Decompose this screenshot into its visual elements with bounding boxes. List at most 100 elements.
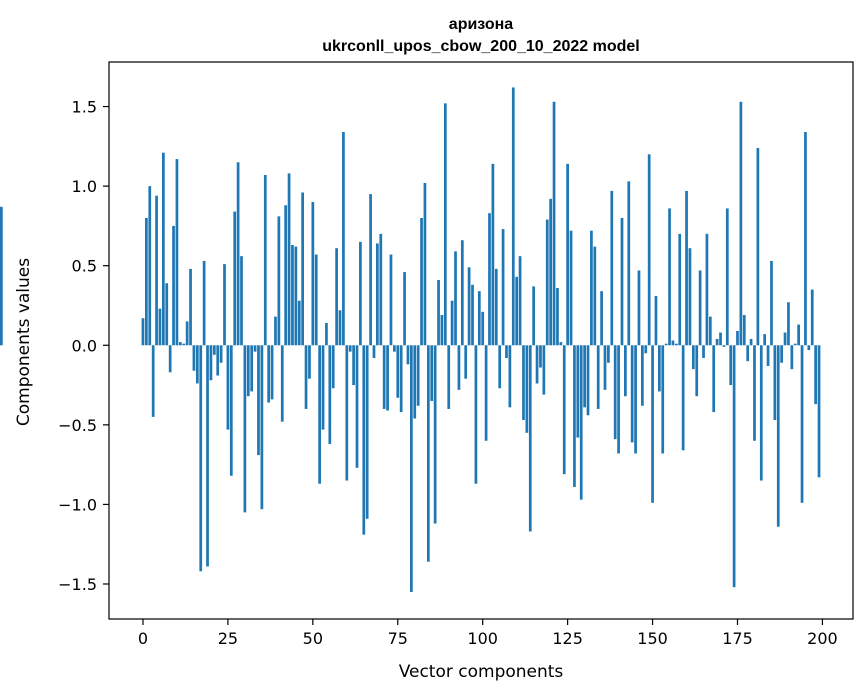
bar: [600, 291, 603, 346]
bar: [287, 173, 291, 346]
bar: [284, 205, 288, 346]
bar: [739, 101, 743, 346]
bar: [369, 194, 372, 346]
y-tick-label: −1.5: [58, 575, 97, 594]
bar: [702, 345, 705, 358]
y-tick-label: −0.5: [58, 416, 97, 435]
bar: [610, 190, 614, 346]
bar: [814, 345, 817, 405]
bar: [246, 345, 250, 397]
bar: [603, 345, 607, 390]
bar: [539, 345, 542, 368]
bar: [413, 345, 417, 419]
bar: [800, 345, 804, 503]
bar: [678, 233, 682, 346]
bar: [192, 345, 196, 371]
bar: [804, 132, 807, 346]
bar: [654, 295, 658, 346]
bar: [447, 345, 451, 409]
bar: [308, 345, 311, 379]
bar: [253, 345, 257, 352]
plot-frame: [108, 61, 854, 620]
bar: [260, 345, 264, 510]
x-axis-ticks: 0 25 50 75 100 125 150 175 200: [138, 619, 838, 648]
bar: [545, 219, 549, 346]
bar: [396, 345, 400, 398]
bar: [393, 345, 396, 352]
bar: [321, 345, 325, 430]
bar: [780, 345, 784, 363]
bar: [386, 345, 389, 411]
bar: [695, 345, 699, 397]
bar: [542, 345, 546, 395]
bar: [746, 345, 750, 362]
bar: [787, 302, 790, 346]
bar: [552, 101, 556, 346]
bar: [443, 103, 447, 346]
bar: [501, 229, 505, 346]
bar: [460, 240, 464, 346]
bar: [151, 345, 155, 417]
bar: [206, 345, 209, 567]
bar: [522, 345, 525, 421]
bar: [770, 260, 773, 346]
bar: [325, 322, 328, 346]
bar: [294, 246, 298, 346]
bar: [712, 345, 716, 413]
bar: [406, 345, 410, 365]
bar: [528, 345, 532, 532]
chart-title: аризона: [449, 16, 514, 33]
bar: [579, 345, 583, 500]
bar: [719, 332, 722, 346]
bar: [783, 332, 787, 346]
bar: [165, 283, 169, 346]
bar: [511, 87, 515, 346]
y-axis-ticks: −1.5 −1.0 −0.5 0.0 0.5 1.0 1.5: [58, 98, 109, 594]
bar: [725, 208, 729, 346]
bar: [474, 345, 478, 484]
bar: [467, 267, 471, 346]
bar: [715, 338, 719, 346]
bar: [250, 345, 254, 392]
bar: [311, 202, 315, 346]
bar: [776, 345, 780, 527]
y-tick-label: 1.5: [72, 98, 97, 117]
bar: [685, 190, 688, 346]
y-axis-label: Components values: [14, 258, 34, 426]
bar: [620, 217, 624, 346]
bar: [263, 174, 267, 346]
bar: [450, 300, 454, 346]
bar: [793, 343, 797, 346]
bar: [440, 315, 444, 346]
bar: [410, 345, 413, 592]
bar: [569, 230, 573, 346]
bar: [376, 243, 379, 346]
bar: [172, 225, 175, 346]
bar: [559, 342, 563, 346]
bar: [168, 345, 172, 373]
bar: [437, 280, 440, 346]
bar: [182, 343, 186, 346]
bar: [209, 345, 213, 381]
bar: [335, 248, 338, 346]
bar: [658, 345, 661, 392]
bar: [301, 192, 304, 346]
bar: [491, 163, 495, 346]
bar: [596, 345, 600, 409]
bar: [481, 311, 485, 346]
chart-subtitle: ukrconll_upos_cbow_200_10_2022 model: [322, 38, 639, 55]
bar: [155, 195, 158, 346]
bar: [195, 345, 199, 384]
x-tick-label: 100: [467, 629, 498, 648]
bar: [634, 345, 637, 454]
bar: [185, 321, 189, 346]
bar: [674, 343, 678, 346]
bar: [617, 345, 620, 454]
bar: [807, 345, 811, 351]
bar: [549, 198, 552, 346]
bar: [736, 330, 739, 346]
bar: [681, 345, 685, 451]
bar: [433, 345, 437, 524]
bar: [729, 345, 733, 386]
